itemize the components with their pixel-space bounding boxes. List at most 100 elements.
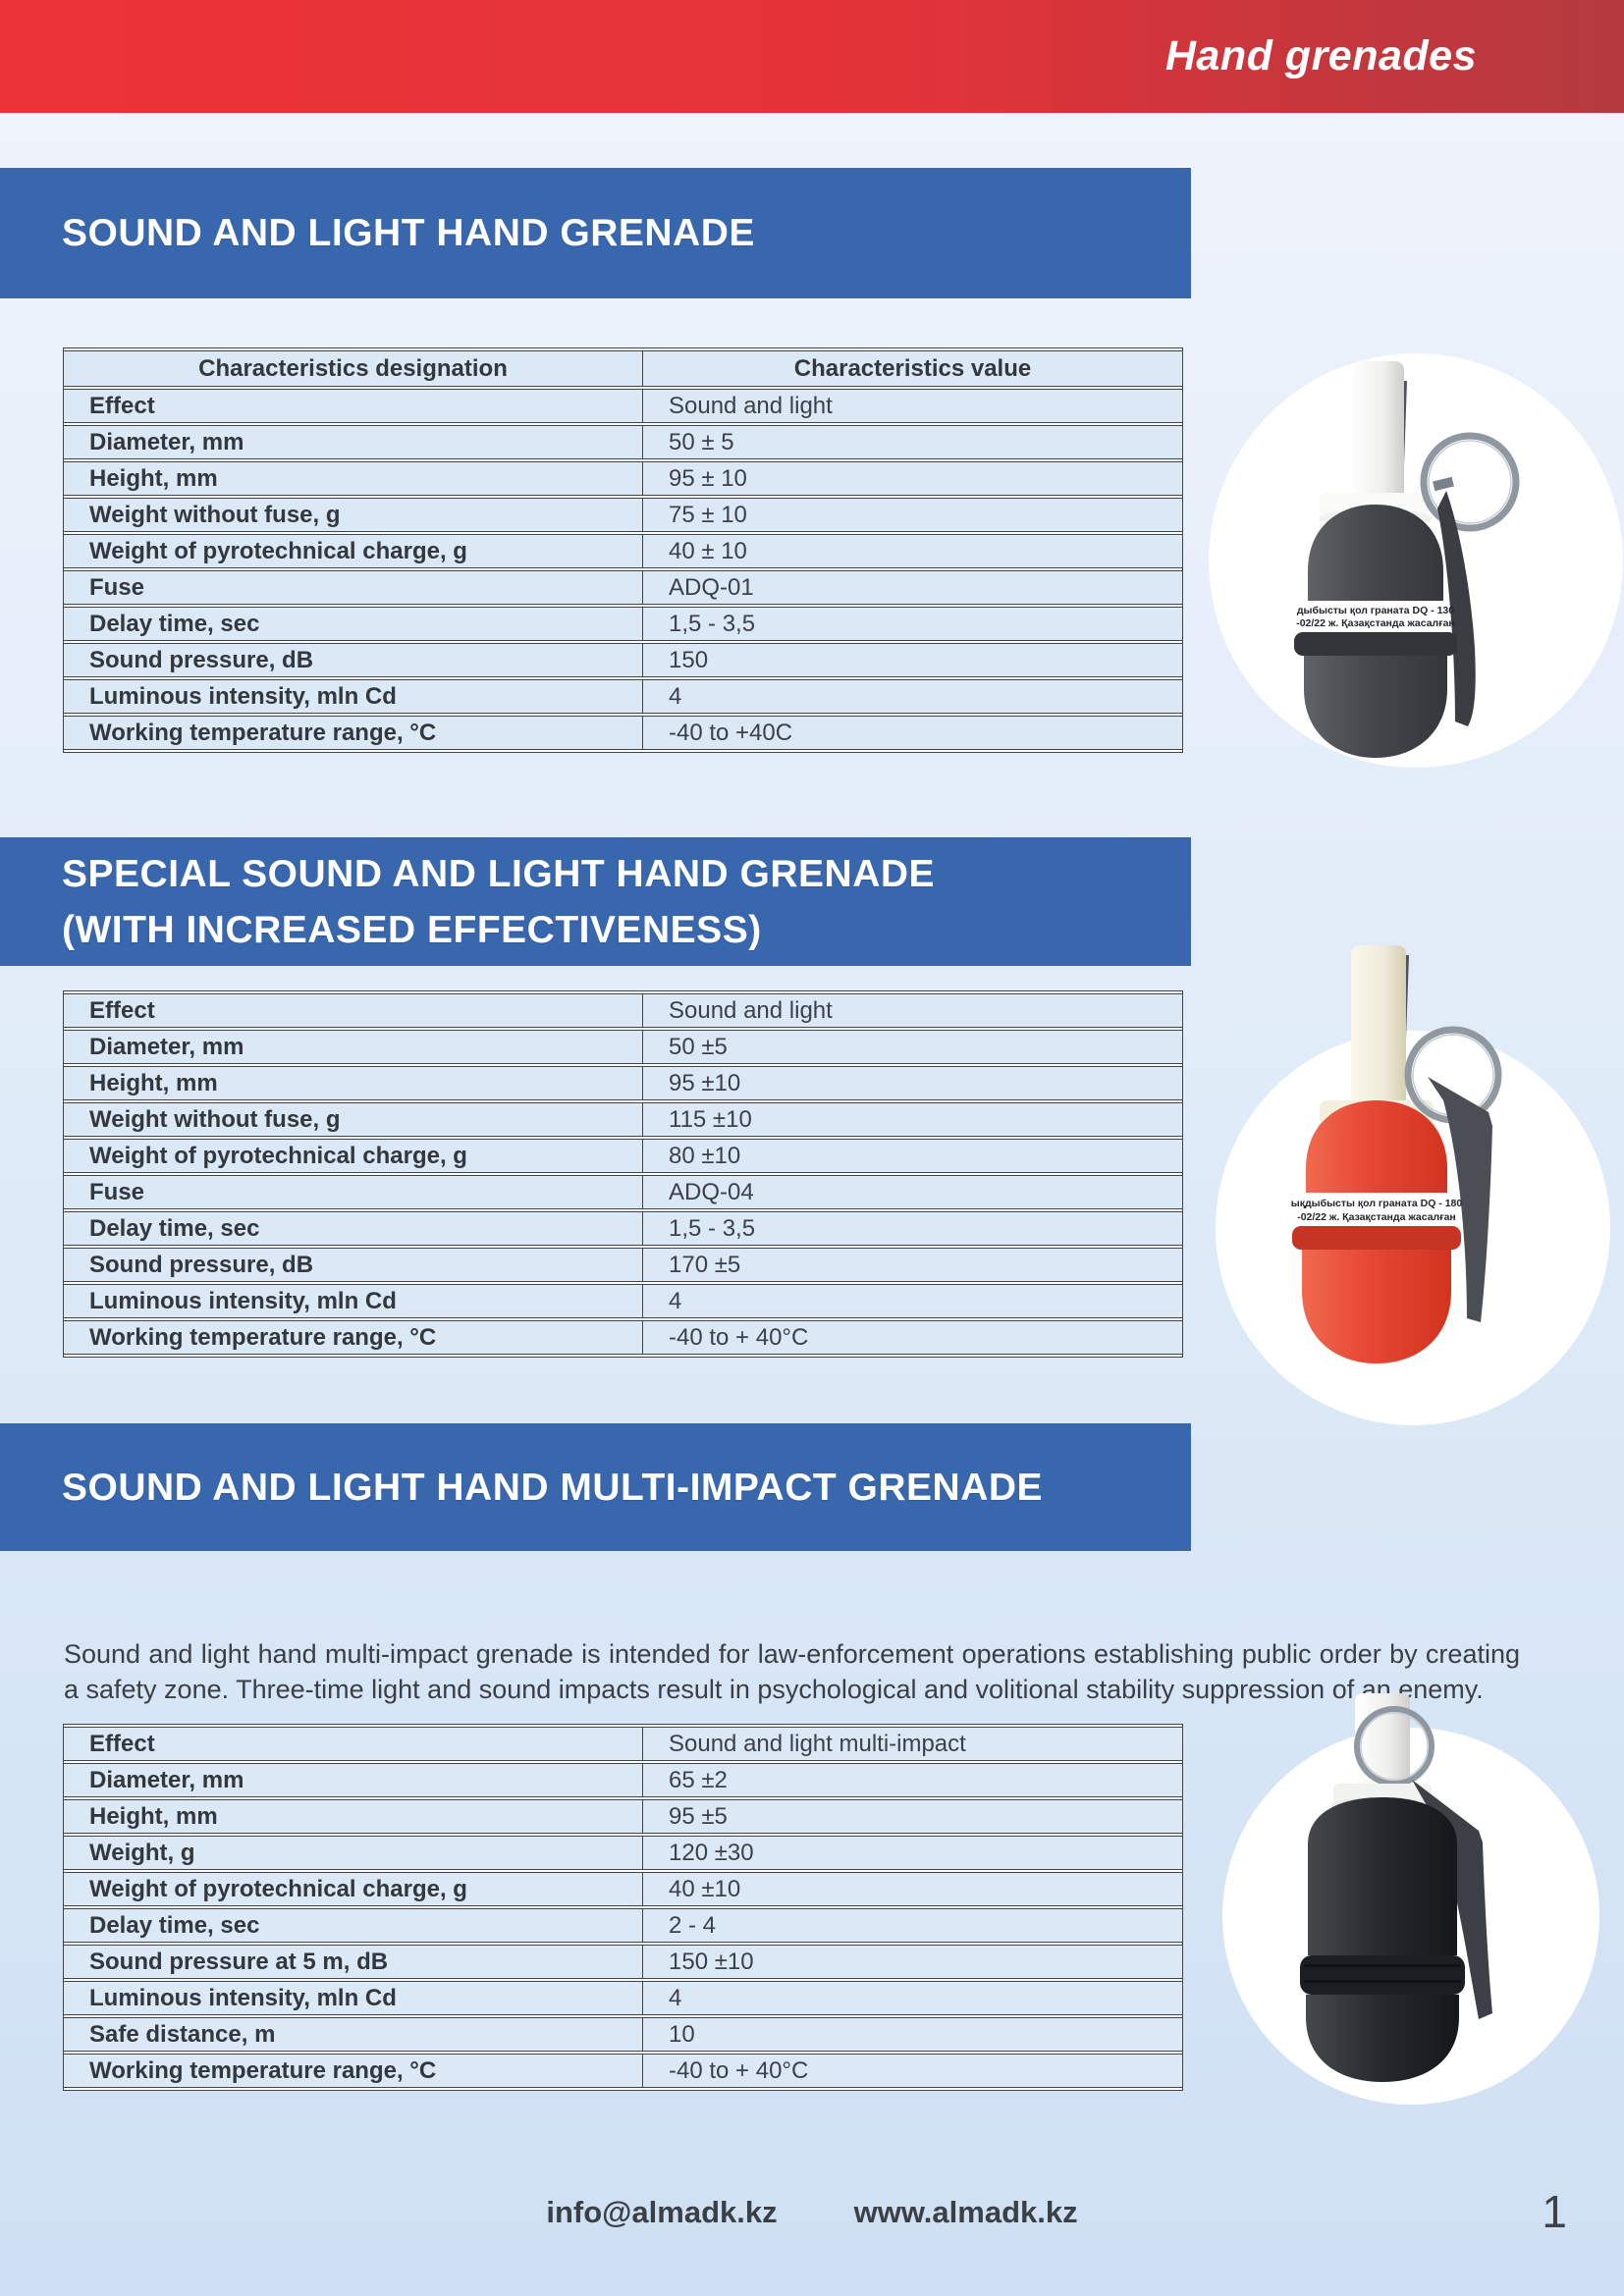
- table-cell: 4: [643, 679, 1182, 714]
- table-cell: Luminous intensity, mln Cd: [64, 1981, 643, 2015]
- table-cell: -40 to +40C: [643, 716, 1182, 750]
- table-cell: Safe distance, m: [64, 2017, 643, 2052]
- table-row: Sound pressure, dB 170 ±5: [64, 1248, 1182, 1282]
- label-band: [1302, 1193, 1451, 1226]
- body-flange: [1292, 1226, 1461, 1250]
- table-row: Safe distance, m 10: [64, 2017, 1182, 2052]
- footer: info@almadk.kz www.almadk.kz: [0, 2195, 1624, 2230]
- table-row: Height, mm 95 ± 10: [64, 461, 1182, 496]
- table-row: Weight of pyrotechnical charge, g 80 ±10: [64, 1139, 1182, 1173]
- table-cell: Height, mm: [64, 1799, 643, 1834]
- grenade-body-lower: [1302, 1250, 1451, 1363]
- table-cell: Weight of pyrotechnical charge, g: [64, 1872, 643, 1906]
- page-title: Hand grenades: [1164, 32, 1477, 80]
- table-row: Effect Sound and light multi-impact: [64, 1727, 1182, 1761]
- table-row: Diameter, mm 50 ±5: [64, 1030, 1182, 1064]
- table-row: Effect Sound and light: [64, 389, 1182, 423]
- table-cell: Working temperature range, °C: [64, 716, 643, 750]
- table-cell: Sound and light multi-impact: [643, 1727, 1182, 1761]
- column-header-designation: Characteristics designation: [64, 350, 643, 387]
- table-row: Luminous intensity, mln Cd 4: [64, 1981, 1182, 2015]
- table-cell: Sound pressure at 5 m, dB: [64, 1945, 643, 1979]
- table-cell: 4: [643, 1284, 1182, 1318]
- fuse-cap: [1351, 945, 1406, 1104]
- table-cell: Sound and light: [643, 993, 1182, 1028]
- table-cell: 95 ±5: [643, 1799, 1182, 1834]
- table-cell: Height, mm: [64, 1066, 643, 1100]
- footer-website[interactable]: www.almadk.kz: [853, 2195, 1078, 2229]
- table-cell: Weight, g: [64, 1836, 643, 1870]
- table-row: Effect Sound and light: [64, 993, 1182, 1028]
- table-cell: Working temperature range, °C: [64, 1320, 643, 1355]
- safety-lever: [1428, 1077, 1492, 1322]
- label-line-2: -02/22 ж. Қазақстанда жасалған: [1296, 617, 1455, 629]
- table-row: Working temperature range, °C -40 to + 40…: [64, 1320, 1182, 1355]
- section-title-line-1: SPECIAL SOUND AND LIGHT HAND GRENADE: [62, 852, 936, 895]
- label-line-1: ықдыбысты қол граната DQ - 180: [1291, 1198, 1463, 1209]
- section-title-line-2: (WITH INCREASED EFFECTIVENESS): [62, 908, 762, 951]
- footer-email[interactable]: info@almadk.kz: [546, 2195, 778, 2229]
- table-row: Diameter, mm 50 ± 5: [64, 425, 1182, 459]
- table-row: Delay time, sec 2 - 4: [64, 1908, 1182, 1943]
- label-line-2: -02/22 ж. Қазақстанда жасалған: [1297, 1211, 1456, 1223]
- table-cell: 80 ±10: [643, 1139, 1182, 1173]
- table-row: Luminous intensity, mln Cd 4: [64, 679, 1182, 714]
- grenade-dq180-image: ықдыбысты қол граната DQ - 180 -02/22 ж.…: [1208, 937, 1624, 1428]
- table-cell: 95 ±10: [643, 1066, 1182, 1100]
- table-cell: Diameter, mm: [64, 1763, 643, 1797]
- page-banner: Hand grenades: [0, 0, 1624, 113]
- table-cell: Weight of pyrotechnical charge, g: [64, 534, 643, 568]
- table-row: Working temperature range, °C -40 to + 40…: [64, 2054, 1182, 2088]
- table-cell: Weight without fuse, g: [64, 1102, 643, 1137]
- pull-ring: [1420, 432, 1520, 532]
- table-cell: 50 ± 5: [643, 425, 1182, 459]
- table-cell: Sound pressure, dB: [64, 643, 643, 677]
- table-cell: 150 ±10: [643, 1945, 1182, 1979]
- table-cell: Delay time, sec: [64, 1908, 643, 1943]
- table-row: Height, mm 95 ±5: [64, 1799, 1182, 1834]
- table-header-row: Characteristics designation Characterist…: [64, 350, 1182, 387]
- grenade-body-lower: [1304, 656, 1447, 758]
- table-cell: 50 ±5: [643, 1030, 1182, 1064]
- safety-lever: [1412, 1780, 1492, 2019]
- table-cell: 40 ±10: [643, 1872, 1182, 1906]
- table-cell: 4: [643, 1981, 1182, 2015]
- table-cell: Diameter, mm: [64, 425, 643, 459]
- table-row: Luminous intensity, mln Cd 4: [64, 1284, 1182, 1318]
- table-cell: Luminous intensity, mln Cd: [64, 1284, 643, 1318]
- table-cell: 170 ±5: [643, 1248, 1182, 1282]
- grenade-body-upper: [1306, 1100, 1447, 1193]
- section-title: SOUND AND LIGHT HAND MULTI-IMPACT GRENAD…: [62, 1466, 1044, 1509]
- table-row: Weight of pyrotechnical charge, g 40 ±10: [64, 1872, 1182, 1906]
- body-ridge: [1300, 1955, 1465, 1995]
- label-line-1: дыбысты қол граната DQ - 130: [1297, 605, 1454, 616]
- grenade-body-upper: [1308, 1797, 1457, 1955]
- table-row: Weight, g 120 ±30: [64, 1836, 1182, 1870]
- table-cell: Sound pressure, dB: [64, 1248, 643, 1282]
- table-cell: -40 to + 40°C: [643, 1320, 1182, 1355]
- grenade-body-lower: [1306, 1995, 1459, 2082]
- table-cell: Effect: [64, 1727, 643, 1761]
- table-cell: 10: [643, 2017, 1182, 2052]
- column-header-value: Characteristics value: [643, 350, 1182, 387]
- table-cell: Luminous intensity, mln Cd: [64, 679, 643, 714]
- grenade-multi-impact-image: [1208, 1683, 1624, 2120]
- table-cell: 65 ±2: [643, 1763, 1182, 1797]
- table-cell: 75 ± 10: [643, 498, 1182, 532]
- spec-table-multi-impact-grenade: Effect Sound and light multi-impact Diamet…: [63, 1724, 1183, 2091]
- table-row: Working temperature range, °C -40 to +40C: [64, 716, 1182, 750]
- section-description: Sound and light hand multi-impact grenad…: [64, 1639, 1520, 1704]
- table-cell: 95 ± 10: [643, 461, 1182, 496]
- table-cell: Diameter, mm: [64, 1030, 643, 1064]
- table-row: Weight of pyrotechnical charge, g 40 ± 10: [64, 534, 1182, 568]
- table-row: Delay time, sec 1,5 - 3,5: [64, 607, 1182, 641]
- section-title: SOUND AND LIGHT HAND GRENADE: [62, 212, 755, 254]
- table-row: Fuse ADQ-04: [64, 1175, 1182, 1209]
- section-header-special-grenade: SPECIAL SOUND AND LIGHT HAND GRENADE (WI…: [0, 837, 1191, 966]
- pin-clip: [1433, 476, 1454, 492]
- table-cell: Effect: [64, 389, 643, 423]
- table-cell: Weight without fuse, g: [64, 498, 643, 532]
- table-cell: Effect: [64, 993, 643, 1028]
- table-cell: -40 to + 40°C: [643, 2054, 1182, 2088]
